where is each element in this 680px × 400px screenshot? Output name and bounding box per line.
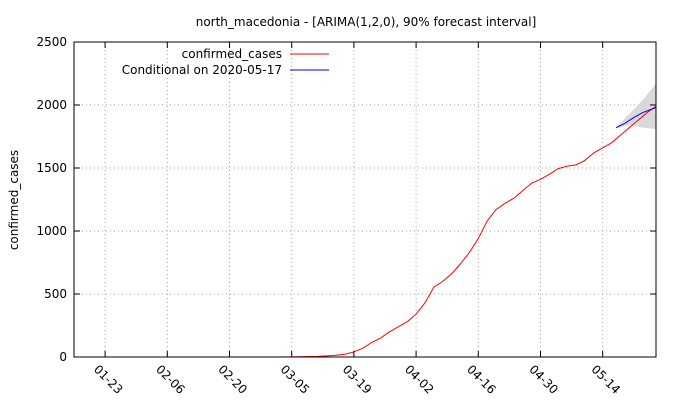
y-tick-label: 2500 [36, 35, 67, 49]
y-tick-label: 1500 [36, 161, 67, 175]
legend: confirmed_cases Conditional on 2020-05-1… [122, 47, 329, 77]
legend-label-confirmed: confirmed_cases [182, 47, 282, 61]
legend-label-forecast: Conditional on 2020-05-17 [122, 63, 282, 77]
y-axis: 0 500 1000 1500 2000 2500 [36, 35, 656, 364]
x-tick-label: 03-05 [278, 362, 313, 397]
x-tick-label: 05-14 [589, 362, 624, 397]
chart-title: north_macedonia - [ARIMA(1,2,0), 90% for… [196, 15, 537, 29]
x-axis: 01-23 02-06 02-20 03-05 03-19 04-02 04-16 04-30… [91, 42, 623, 397]
x-tick-label: 03-19 [340, 362, 375, 397]
forecast-band-layer [616, 83, 656, 129]
confirmed-cases-line [278, 105, 657, 358]
x-tick-label: 01-23 [91, 362, 126, 397]
x-tick-label: 04-30 [526, 362, 561, 397]
x-tick-label: 02-20 [215, 362, 250, 397]
y-tick-label: 1000 [36, 224, 67, 238]
grid [74, 42, 656, 357]
y-tick-label: 2000 [36, 98, 67, 112]
series-layer [278, 105, 657, 358]
y-tick-label: 500 [44, 287, 67, 301]
plot-frame [73, 41, 657, 358]
forecast-interval-band [616, 83, 656, 129]
forecast-line [615, 107, 657, 129]
x-tick-label: 04-16 [464, 362, 499, 397]
x-tick-label: 04-02 [402, 362, 437, 397]
y-tick-label: 0 [59, 350, 67, 364]
x-tick-label: 02-06 [153, 362, 188, 397]
y-axis-label: confirmed_cases [7, 150, 21, 250]
